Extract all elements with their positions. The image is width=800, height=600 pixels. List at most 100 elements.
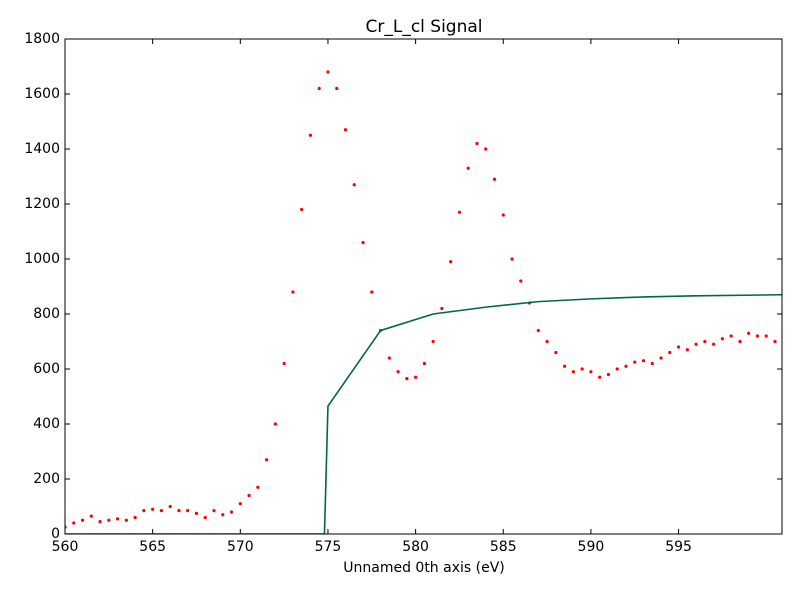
data-point: [703, 339, 707, 344]
data-point: [598, 375, 602, 379]
data-point: [773, 339, 777, 344]
data-point: [720, 337, 724, 341]
data-point: [142, 509, 146, 513]
data-point: [317, 86, 321, 91]
x-tick-label: 565: [139, 539, 166, 555]
data-point: [221, 513, 225, 517]
data-point: [256, 485, 260, 489]
data-point: [668, 350, 672, 355]
data-point: [396, 370, 400, 374]
data-point: [282, 361, 286, 366]
data-point: [755, 334, 760, 338]
data-point: [133, 515, 137, 520]
data-point: [501, 213, 505, 217]
data-point: [238, 502, 242, 506]
data-point: [177, 509, 181, 513]
data-point: [554, 350, 558, 355]
y-tick-label: 1800: [24, 31, 60, 47]
data-point: [580, 367, 584, 371]
y-tick-label: 1000: [24, 251, 60, 267]
data-point: [98, 520, 102, 524]
data-point: [615, 367, 619, 371]
y-tick-label: 1400: [24, 141, 60, 157]
data-point: [370, 290, 374, 294]
x-axis-label: Unnamed 0th axis (eV): [343, 560, 505, 576]
data-point: [712, 342, 716, 346]
data-point: [764, 334, 768, 338]
data-point: [159, 509, 164, 513]
data-point: [151, 507, 155, 511]
data-point: [475, 141, 479, 146]
data-point: [115, 517, 120, 521]
data-point: [729, 334, 733, 338]
data-point: [405, 377, 409, 381]
data-point: [624, 364, 628, 368]
data-point: [563, 364, 567, 368]
data-point: [186, 509, 190, 513]
data-point: [89, 514, 93, 518]
x-tick-label: 570: [227, 539, 254, 555]
chart-title: Cr_L_cl Signal: [365, 17, 482, 37]
x-tick-label: 580: [402, 539, 429, 555]
data-point: [519, 279, 523, 283]
x-tick-label: 595: [665, 539, 692, 555]
data-point: [571, 370, 575, 374]
data-point: [124, 518, 128, 522]
data-point: [641, 359, 646, 363]
data-point: [510, 257, 514, 261]
data-point: [676, 345, 681, 349]
y-tick-label: 200: [33, 471, 60, 487]
data-point: [229, 510, 234, 514]
data-point: [194, 511, 199, 515]
data-point: [300, 207, 304, 212]
data-point: [633, 360, 637, 364]
data-point: [747, 331, 751, 335]
data-point: [545, 339, 549, 344]
data-point: [659, 356, 663, 360]
data-point: [343, 128, 348, 132]
data-point: [589, 370, 593, 374]
x-tick-label: 560: [52, 539, 79, 555]
data-point: [72, 521, 76, 525]
y-tick-label: 600: [33, 361, 60, 377]
data-point: [107, 518, 111, 522]
y-tick-label: 1200: [24, 196, 60, 212]
data-point: [536, 328, 540, 333]
x-tick-label: 590: [578, 539, 605, 555]
data-point: [335, 86, 339, 91]
data-point: [326, 70, 330, 74]
data-point: [484, 147, 488, 151]
data-point: [80, 518, 85, 522]
data-point: [168, 504, 172, 509]
data-point: [685, 348, 689, 352]
data-point: [291, 290, 295, 294]
y-tick-label: 800: [33, 306, 60, 322]
data-line: [65, 293, 782, 534]
y-tick-label: 0: [51, 526, 60, 542]
data-point: [212, 509, 216, 513]
data-point: [738, 339, 742, 344]
data-point: [466, 166, 470, 170]
data-point: [247, 493, 251, 498]
x-tick-label: 585: [490, 539, 517, 555]
data-point: [422, 361, 426, 366]
data-point: [203, 515, 207, 520]
plot-frame: [64, 38, 783, 535]
data-point: [457, 210, 462, 214]
y-tick-label: 1600: [24, 86, 60, 102]
y-tick-label: 400: [33, 416, 60, 432]
data-point: [361, 240, 365, 245]
data-point: [606, 372, 611, 377]
data-point: [431, 339, 435, 344]
data-point: [265, 458, 269, 462]
data-point: [414, 375, 418, 379]
data-point: [492, 177, 497, 181]
x-tick-label: 575: [315, 539, 342, 555]
data-point: [387, 356, 391, 360]
data-point: [694, 342, 698, 346]
data-point: [352, 183, 356, 187]
data-point: [650, 361, 654, 366]
data-point: [273, 422, 277, 426]
